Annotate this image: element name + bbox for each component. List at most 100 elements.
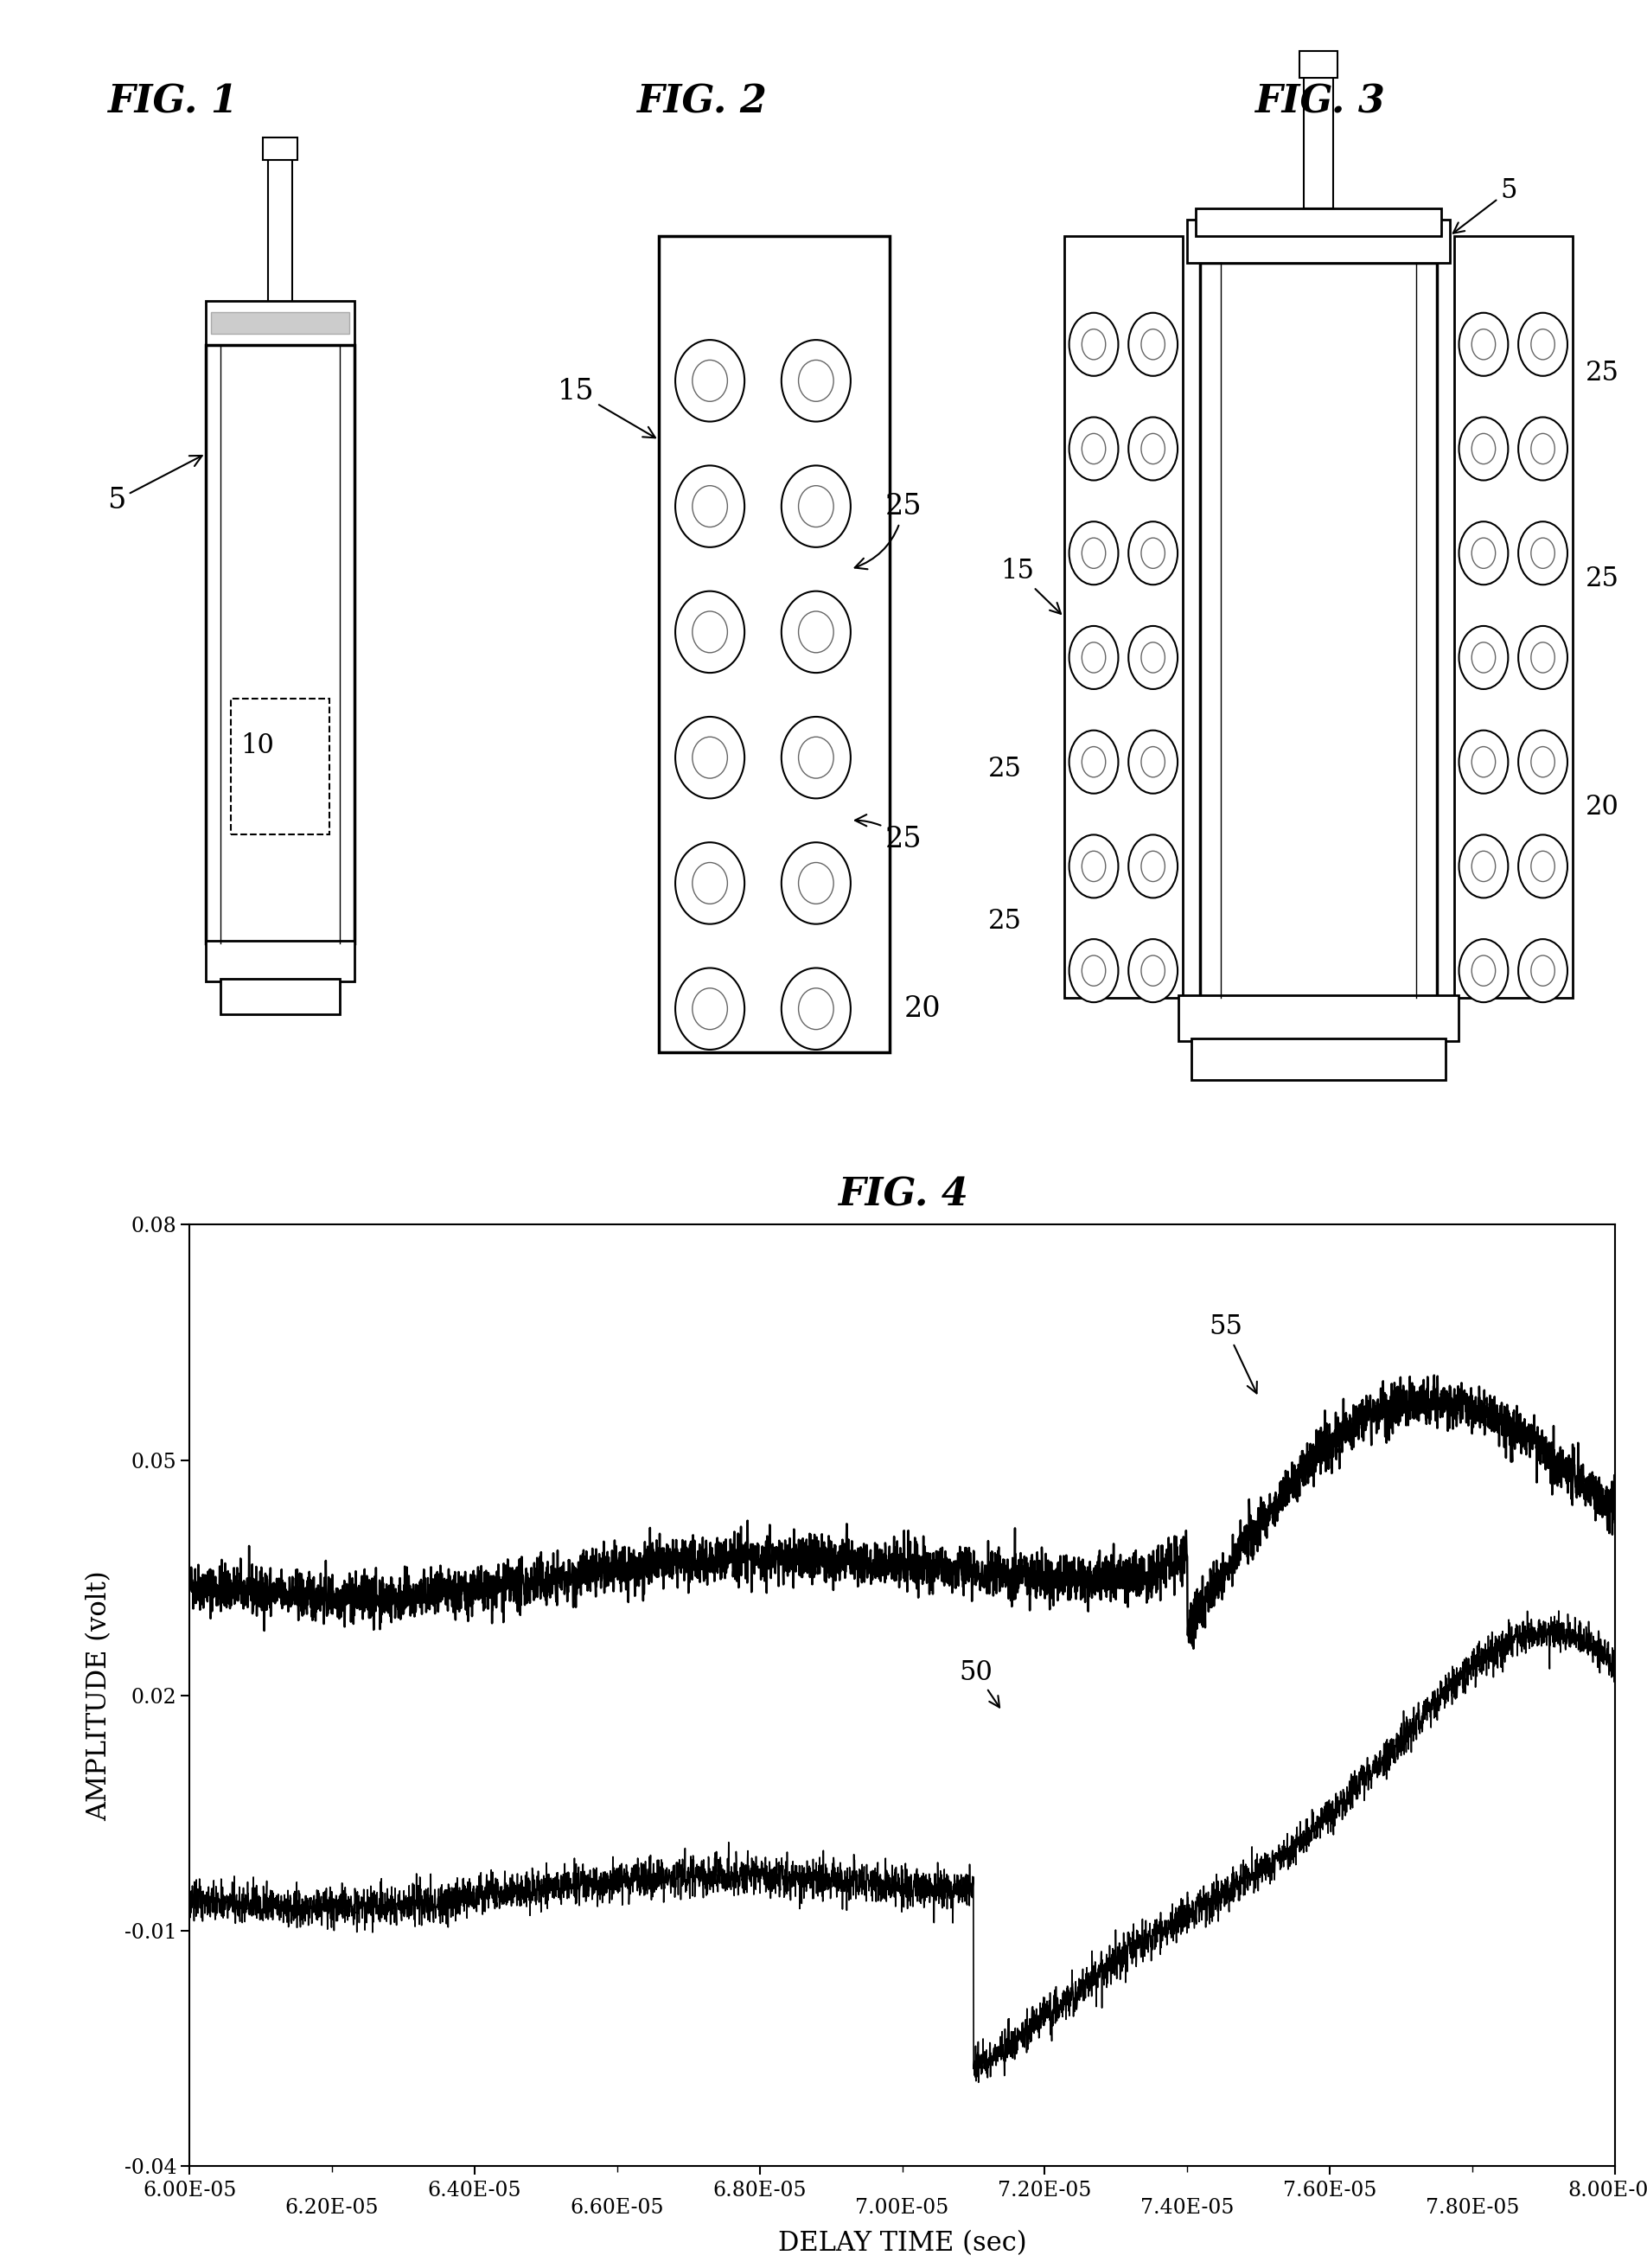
Text: 20: 20 <box>1584 794 1617 821</box>
Circle shape <box>675 841 744 923</box>
Circle shape <box>1530 746 1553 778</box>
Circle shape <box>1517 730 1566 794</box>
Circle shape <box>781 968 850 1050</box>
Text: 15: 15 <box>1000 558 1061 615</box>
Circle shape <box>1069 522 1118 585</box>
Circle shape <box>1530 329 1553 361</box>
Text: 20: 20 <box>903 996 940 1023</box>
Circle shape <box>1458 522 1507 585</box>
Circle shape <box>1471 538 1494 569</box>
Text: 15: 15 <box>557 376 656 438</box>
Circle shape <box>1471 642 1494 674</box>
Circle shape <box>781 340 850 422</box>
Circle shape <box>1471 746 1494 778</box>
Text: 5: 5 <box>107 456 203 515</box>
Circle shape <box>1517 939 1566 1002</box>
Text: 55: 55 <box>1207 1313 1257 1393</box>
Circle shape <box>1458 835 1507 898</box>
X-axis label: DELAY TIME (sec): DELAY TIME (sec) <box>777 2229 1026 2257</box>
Circle shape <box>1141 329 1164 361</box>
Text: FIG. 4: FIG. 4 <box>837 1177 968 1213</box>
Circle shape <box>799 862 833 905</box>
Circle shape <box>675 717 744 798</box>
Circle shape <box>781 841 850 923</box>
Circle shape <box>1471 433 1494 465</box>
Circle shape <box>1082 850 1105 882</box>
Circle shape <box>692 862 726 905</box>
Bar <box>211 313 349 333</box>
Text: FIG. 3: FIG. 3 <box>1253 84 1385 120</box>
Text: 25: 25 <box>1584 361 1617 386</box>
Bar <box>1191 1039 1444 1080</box>
Circle shape <box>1128 730 1178 794</box>
Circle shape <box>1141 538 1164 569</box>
Text: FIG. 2: FIG. 2 <box>636 84 766 120</box>
Circle shape <box>1517 522 1566 585</box>
Bar <box>1453 236 1571 998</box>
Circle shape <box>799 989 833 1030</box>
Circle shape <box>1128 522 1178 585</box>
Bar <box>206 345 354 943</box>
Text: 25: 25 <box>855 492 922 569</box>
Circle shape <box>799 361 833 401</box>
Text: 25: 25 <box>855 814 922 853</box>
Circle shape <box>1530 955 1553 987</box>
Bar <box>1298 50 1337 77</box>
Circle shape <box>1141 850 1164 882</box>
Circle shape <box>1082 642 1105 674</box>
Bar <box>1186 220 1449 263</box>
Circle shape <box>1069 835 1118 898</box>
Circle shape <box>1458 730 1507 794</box>
Text: 25: 25 <box>987 907 1021 934</box>
Circle shape <box>1082 433 1105 465</box>
Circle shape <box>1517 626 1566 689</box>
Bar <box>264 138 298 159</box>
Circle shape <box>1128 313 1178 376</box>
Y-axis label: AMPLITUDE (volt): AMPLITUDE (volt) <box>86 1569 112 1821</box>
Text: 5: 5 <box>1453 177 1517 234</box>
Circle shape <box>692 612 726 653</box>
Circle shape <box>799 485 833 526</box>
Bar <box>1194 209 1441 236</box>
Circle shape <box>675 968 744 1050</box>
Bar <box>206 941 354 982</box>
Circle shape <box>1530 433 1553 465</box>
Circle shape <box>1530 538 1553 569</box>
Circle shape <box>781 465 850 547</box>
Circle shape <box>1069 417 1118 481</box>
Circle shape <box>1128 626 1178 689</box>
Circle shape <box>1082 746 1105 778</box>
Circle shape <box>1530 642 1553 674</box>
Circle shape <box>1128 835 1178 898</box>
Circle shape <box>781 717 850 798</box>
Circle shape <box>1141 433 1164 465</box>
Circle shape <box>1128 939 1178 1002</box>
Bar <box>206 302 354 345</box>
Circle shape <box>1517 417 1566 481</box>
Circle shape <box>1069 313 1118 376</box>
Bar <box>1178 996 1458 1041</box>
Text: 10: 10 <box>240 733 273 760</box>
Circle shape <box>1141 955 1164 987</box>
Circle shape <box>1530 850 1553 882</box>
Circle shape <box>1471 850 1494 882</box>
Circle shape <box>799 737 833 778</box>
Circle shape <box>799 612 833 653</box>
Text: FIG. 1: FIG. 1 <box>107 84 237 120</box>
Bar <box>267 154 293 306</box>
Circle shape <box>675 465 744 547</box>
Bar <box>231 699 329 835</box>
Circle shape <box>692 989 726 1030</box>
Circle shape <box>675 592 744 674</box>
Circle shape <box>1517 835 1566 898</box>
Circle shape <box>1458 939 1507 1002</box>
Bar <box>659 236 889 1052</box>
Bar <box>1199 263 1436 998</box>
Circle shape <box>781 592 850 674</box>
Circle shape <box>1458 313 1507 376</box>
Circle shape <box>1069 626 1118 689</box>
Text: 50: 50 <box>959 1658 1000 1708</box>
Circle shape <box>1069 939 1118 1002</box>
Circle shape <box>1517 313 1566 376</box>
Circle shape <box>1082 538 1105 569</box>
